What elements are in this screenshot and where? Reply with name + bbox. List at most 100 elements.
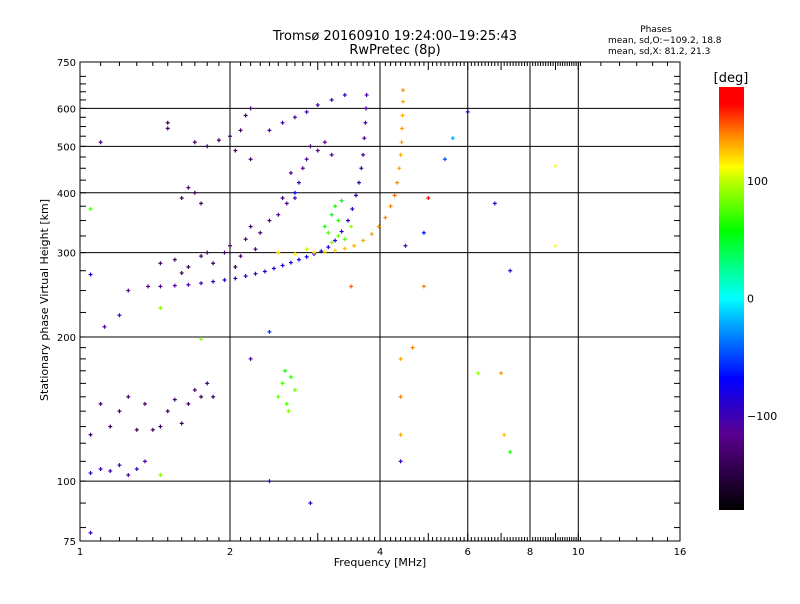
data-point [248,157,253,162]
colorbar-ticks: 100 0 −100 [747,175,777,423]
data-point [165,120,170,125]
data-point [398,432,403,437]
data-point [329,152,334,157]
data-point [339,229,344,234]
y-tick-label: 500 [57,142,76,153]
data-point [392,193,397,198]
data-point [292,387,297,392]
data-point [401,88,406,93]
data-point [199,337,204,342]
data-point [211,394,216,399]
data-point [400,126,405,131]
data-point [258,230,263,235]
data-point [288,260,293,265]
data-point [508,450,513,455]
data-point [356,180,361,185]
data-point [304,109,309,114]
data-point [369,232,374,237]
data-point [267,218,272,223]
data-point [248,224,253,229]
colorbar [719,87,744,510]
data-point [199,254,204,259]
data-point [329,97,334,102]
y-tick-label: 100 [57,477,76,488]
data-point [98,467,103,472]
data-point [339,198,344,203]
y-tick-label: 200 [57,333,76,344]
data-point [192,190,197,195]
data-point [228,134,232,139]
data-point [322,224,327,229]
data-point [199,394,204,399]
data-point [304,247,309,252]
data-point [398,356,403,361]
data-point [172,283,177,288]
data-point [158,261,163,266]
data-point [150,427,155,432]
data-point [350,206,355,211]
data-point [286,409,291,414]
data-point [158,473,163,478]
data-point [359,166,364,171]
data-point [126,394,131,399]
data-point [336,218,341,223]
data-point [383,215,388,220]
data-point [280,120,285,125]
data-point [142,401,147,406]
grid-lines [80,62,680,541]
data-point [262,269,267,274]
data-point [553,163,558,168]
data-point [205,250,210,255]
data-point [243,113,248,118]
data-point [426,196,431,201]
data-point [233,148,238,153]
data-point [296,257,301,262]
data-point [146,284,151,289]
x-tick-label: 4 [377,547,383,558]
data-point [388,204,393,209]
colorbar-tick-label: 0 [747,293,754,306]
colorbar-label: [deg] [714,71,749,86]
data-point [476,371,481,376]
data-point [336,233,341,238]
data-point [98,140,103,145]
data-point [243,237,248,242]
x-tick-label: 6 [465,547,471,558]
data-point [502,432,507,437]
data-point [319,249,324,254]
data-point [211,261,216,266]
data-point [280,381,285,386]
y-tick-label: 400 [57,189,76,200]
data-point [165,126,170,131]
x-tick-label: 2 [227,547,233,558]
data-point [342,246,347,251]
data-point [179,421,184,426]
data-point [401,99,406,104]
data-point [312,250,317,255]
data-point [158,424,163,429]
data-point [304,254,309,259]
data-point [308,144,313,149]
data-point [88,530,93,535]
data-point [192,387,197,392]
data-point [102,324,107,329]
data-point [253,247,258,252]
phase-box-x: mean, sd,X: 81.2, 21.3 [608,47,710,57]
data-point [134,467,139,472]
data-point [292,115,297,120]
data-point [397,166,402,171]
data-point [553,243,558,248]
data-point [205,381,210,386]
data-point [399,140,404,145]
x-axis-label: Frequency [MHz] [334,556,426,569]
data-point [349,224,354,229]
data-point [292,190,297,195]
data-point [179,270,184,275]
data-point [126,288,131,293]
data-point [276,212,281,217]
x-tick-label: 16 [674,547,687,558]
x-tick-label: 8 [527,547,533,558]
data-point [322,249,327,254]
